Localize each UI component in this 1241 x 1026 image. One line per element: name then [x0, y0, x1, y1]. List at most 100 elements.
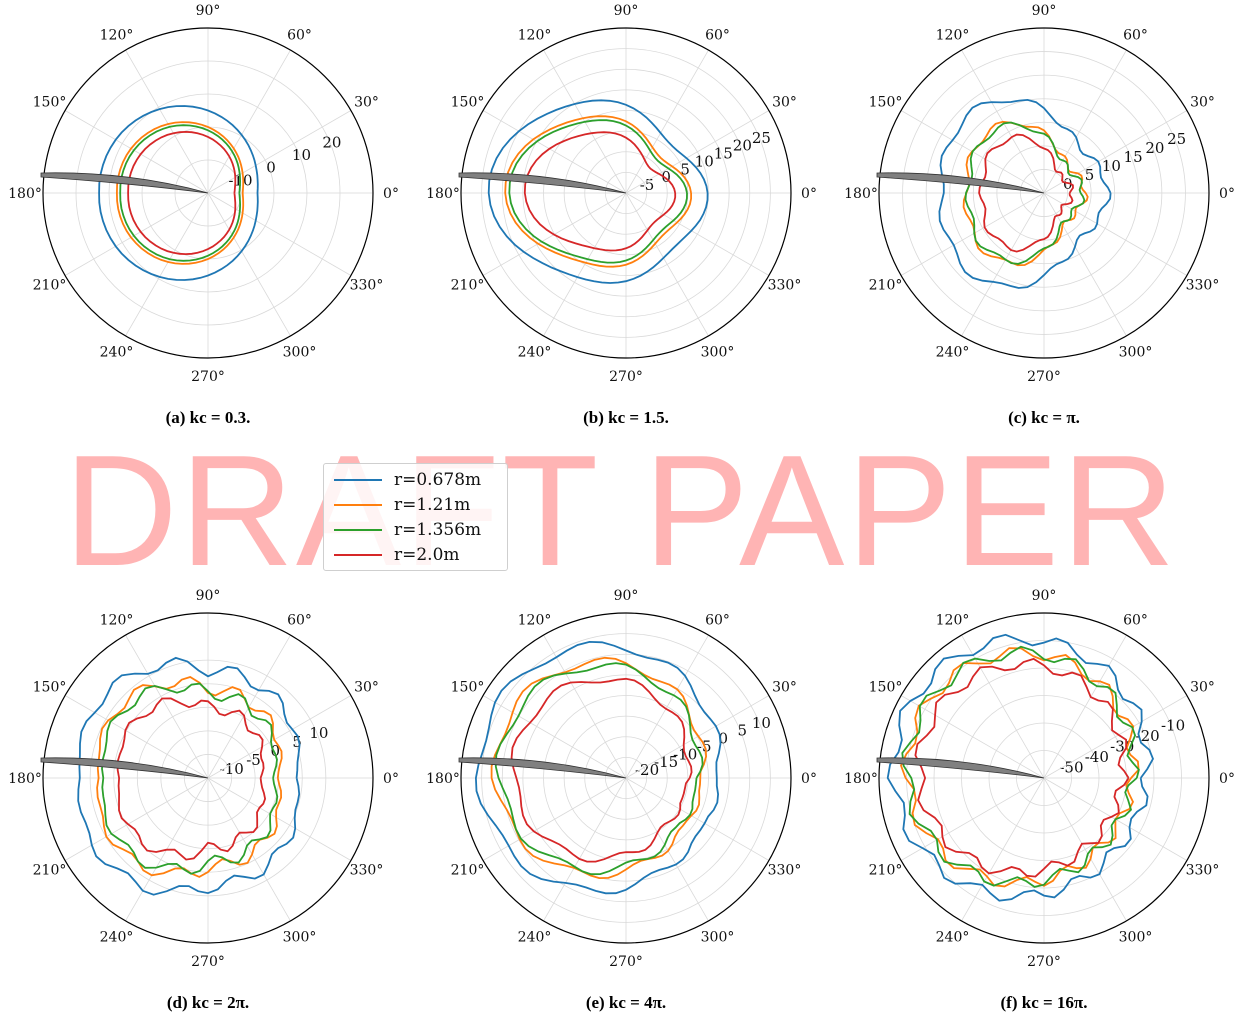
angular-grid [961, 777, 1045, 922]
angular-grid [482, 695, 627, 779]
series-line-r=1.356m [508, 119, 688, 264]
angular-grid [1043, 695, 1188, 779]
legend-label: r=1.356m [394, 520, 482, 540]
series-line-r=1.356m [101, 682, 279, 875]
angle-tick-label: 270° [609, 954, 643, 970]
angle-tick-label: 210° [451, 863, 485, 879]
angle-tick-label: 0° [383, 186, 399, 202]
legend-swatch [334, 504, 382, 506]
airfoil-shape [458, 757, 627, 779]
angle-tick-label: 150° [869, 95, 903, 111]
angular-grid [625, 192, 709, 337]
angle-tick-label: 300° [283, 929, 317, 945]
polar-chart-4: -10-5 05 10 0° 30° 60° 90° 120° 150° 180° 210° 240°… [8, 588, 399, 970]
angle-tick-label: 60° [705, 28, 730, 44]
legend-swatch [334, 554, 382, 556]
angle-tick-label: 120° [936, 613, 970, 629]
angle-tick-label: 30° [354, 680, 379, 696]
angle-tick-label: 300° [701, 929, 735, 945]
angle-tick-label: 240° [936, 344, 970, 360]
angle-tick-label: 210° [33, 278, 67, 294]
angle-tick-label: 240° [100, 929, 134, 945]
airfoil-shape [40, 172, 209, 194]
angle-tick-label: 60° [705, 613, 730, 629]
caption-6: (f) kc = 16π. [1000, 993, 1088, 1012]
angular-grid [961, 634, 1045, 779]
series-line-r=0.678m [886, 633, 1154, 902]
angular-grid [125, 192, 209, 337]
angle-tick-label: 30° [1190, 95, 1215, 111]
angle-tick-label: 210° [869, 863, 903, 879]
polar-chart-6: -50-40-30-20-100°30°60°90°120°150°180°21… [844, 588, 1235, 970]
radial-tick-label: 10 [695, 152, 714, 170]
radial-tick-label: -40 [1085, 748, 1109, 766]
angular-grid [207, 777, 291, 922]
radial-tick-label: -10 [1161, 716, 1185, 734]
angle-tick-label: 300° [1119, 929, 1153, 945]
polar-frame [878, 612, 1210, 944]
angular-grid [1043, 192, 1127, 337]
airfoil-shape [40, 757, 209, 779]
radial-tick-label: 0 [271, 742, 281, 760]
legend-swatch [334, 479, 382, 481]
caption-4: (d) kc = 2π. [166, 993, 250, 1012]
series-line-r=2.0m [914, 657, 1130, 878]
angle-tick-label: 0° [1219, 186, 1235, 202]
angle-tick-label: 180° [8, 771, 42, 787]
angular-grid [625, 49, 709, 194]
angle-tick-label: 150° [451, 95, 485, 111]
angular-grid [64, 777, 209, 861]
radial-tick-label: 10 [1102, 157, 1121, 175]
caption-1: (a) kc = 0.3. [165, 408, 251, 427]
radial-tick-label: -20 [1136, 727, 1160, 745]
angular-grid [900, 695, 1045, 779]
radial-tick-label: 20 [322, 133, 341, 151]
series-line-r=1.356m [119, 124, 242, 262]
angle-tick-label: 90° [1032, 588, 1057, 604]
series-line-r=2.0m [523, 131, 677, 252]
radial-tick-label: -15 [654, 753, 678, 771]
angular-grid [625, 777, 709, 922]
angle-tick-label: 270° [191, 369, 225, 385]
angle-tick-label: 90° [1032, 3, 1057, 19]
radial-tick-label: 10 [292, 146, 311, 164]
series-line-r=0.678m [938, 98, 1112, 289]
angle-tick-label: 150° [869, 680, 903, 696]
angle-tick-label: 120° [518, 613, 552, 629]
angle-tick-label: 120° [936, 28, 970, 44]
angle-tick-label: 0° [801, 186, 817, 202]
angular-grid [625, 110, 770, 194]
angle-tick-label: 60° [287, 28, 312, 44]
legend-label: r=1.21m [394, 495, 471, 515]
radial-tick-label: 5 [680, 160, 690, 178]
angle-tick-label: 300° [1119, 344, 1153, 360]
series-line-r=2.0m [978, 133, 1074, 253]
series-line-r=2.0m [116, 697, 267, 861]
legend-label: r=2.0m [394, 545, 460, 565]
angle-tick-label: 330° [768, 863, 802, 879]
angular-grid [543, 192, 627, 337]
angle-tick-label: 90° [614, 588, 639, 604]
radial-tick-label: 15 [1124, 148, 1143, 166]
caption-2: (b) kc = 1.5. [583, 408, 669, 427]
angle-tick-label: 90° [614, 3, 639, 19]
airfoil-shape [876, 757, 1045, 779]
series-line-r=1.356m [901, 645, 1140, 888]
series-line-r=1.356m [494, 662, 704, 876]
radial-tick-label: -20 [635, 761, 659, 779]
series-line-r=2.0m [127, 130, 237, 256]
angle-tick-label: 210° [869, 278, 903, 294]
angle-tick-label: 330° [768, 278, 802, 294]
legend-label: r=0.678m [394, 470, 482, 490]
angular-grid [207, 110, 352, 194]
angle-tick-label: 180° [844, 771, 878, 787]
polar-chart-1: -10010200°30°60°90°120°150°180°210°240°2… [8, 3, 399, 385]
legend: r=0.678m r=1.21m r=1.356m r=2.0m [323, 463, 508, 571]
angle-tick-label: 240° [100, 344, 134, 360]
angle-tick-label: 150° [33, 680, 67, 696]
angular-grid [1043, 777, 1127, 922]
angular-grid [625, 192, 770, 276]
radial-tick-label: 0 [1063, 175, 1073, 193]
